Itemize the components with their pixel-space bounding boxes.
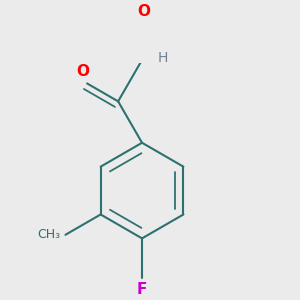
Text: H: H [158, 51, 168, 65]
Text: F: F [137, 282, 147, 297]
Text: O: O [137, 4, 150, 19]
Text: CH₃: CH₃ [38, 228, 61, 241]
Text: O: O [76, 64, 89, 79]
